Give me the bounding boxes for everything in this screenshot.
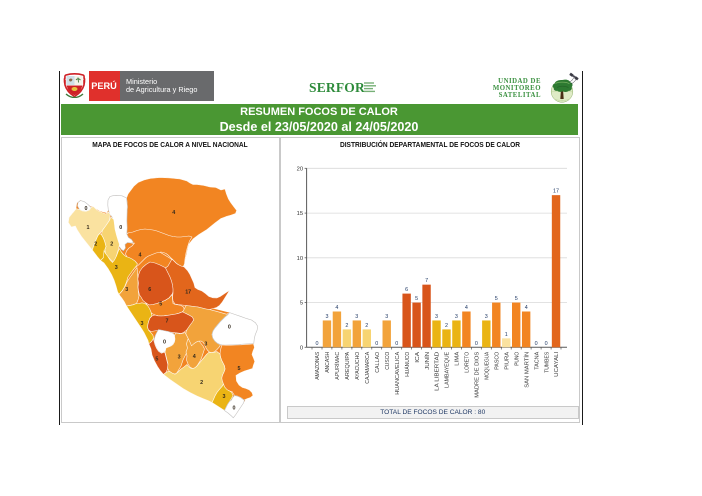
svg-text:TUMBES: TUMBES bbox=[544, 351, 550, 373]
svg-text:3: 3 bbox=[115, 265, 118, 271]
svg-text:3: 3 bbox=[178, 355, 181, 361]
svg-text:2: 2 bbox=[94, 242, 97, 248]
svg-text:3: 3 bbox=[125, 287, 128, 293]
svg-text:17: 17 bbox=[553, 189, 559, 195]
svg-text:4: 4 bbox=[465, 305, 468, 311]
svg-text:TACNA: TACNA bbox=[534, 351, 540, 370]
svg-text:2: 2 bbox=[345, 323, 348, 329]
svg-text:CALLAO: CALLAO bbox=[375, 352, 381, 373]
svg-text:0: 0 bbox=[163, 339, 166, 345]
svg-text:PIURA: PIURA bbox=[504, 351, 510, 370]
svg-text:CAJAMARCA: CAJAMARCA bbox=[365, 351, 371, 384]
svg-text:4: 4 bbox=[335, 305, 338, 311]
svg-text:ANCASH: ANCASH bbox=[325, 352, 331, 373]
svg-text:0: 0 bbox=[85, 206, 88, 212]
svg-text:0: 0 bbox=[300, 345, 303, 351]
svg-text:APURÍMAC: APURÍMAC bbox=[334, 352, 341, 380]
svg-text:0: 0 bbox=[475, 341, 478, 347]
svg-text:2: 2 bbox=[110, 242, 113, 248]
svg-text:PASCO: PASCO bbox=[495, 352, 501, 370]
svg-text:3: 3 bbox=[326, 314, 329, 320]
svg-text:5: 5 bbox=[300, 301, 303, 307]
svg-text:AREQUIPA: AREQUIPA bbox=[345, 351, 351, 380]
svg-text:5: 5 bbox=[155, 357, 158, 363]
svg-text:3: 3 bbox=[385, 314, 388, 320]
svg-text:7: 7 bbox=[166, 319, 169, 325]
svg-text:2: 2 bbox=[200, 380, 203, 386]
svg-text:0: 0 bbox=[375, 341, 378, 347]
svg-text:ICA: ICA bbox=[415, 351, 421, 363]
svg-text:15: 15 bbox=[297, 211, 303, 217]
svg-text:10: 10 bbox=[297, 256, 303, 262]
svg-text:5: 5 bbox=[238, 366, 241, 372]
svg-text:3: 3 bbox=[204, 342, 207, 348]
svg-text:3: 3 bbox=[455, 314, 458, 320]
svg-text:0: 0 bbox=[228, 324, 231, 330]
svg-text:1: 1 bbox=[87, 225, 90, 231]
svg-text:LA LIBERTAD: LA LIBERTAD bbox=[435, 351, 441, 390]
svg-text:0: 0 bbox=[316, 341, 319, 347]
svg-text:17: 17 bbox=[185, 290, 191, 296]
svg-text:0: 0 bbox=[119, 225, 122, 231]
svg-text:3: 3 bbox=[355, 314, 358, 320]
svg-text:3: 3 bbox=[435, 314, 438, 320]
svg-text:UCAYALI: UCAYALI bbox=[554, 352, 560, 377]
svg-text:AMAZONAS: AMAZONAS bbox=[315, 351, 321, 380]
svg-text:0: 0 bbox=[233, 406, 236, 412]
svg-text:5: 5 bbox=[159, 301, 162, 307]
svg-text:5: 5 bbox=[515, 296, 518, 302]
svg-text:6: 6 bbox=[148, 287, 151, 293]
svg-text:2: 2 bbox=[445, 323, 448, 329]
svg-text:4: 4 bbox=[172, 210, 175, 216]
svg-text:LIMA: LIMA bbox=[455, 351, 461, 366]
svg-text:AYACUCHO: AYACUCHO bbox=[355, 352, 361, 380]
svg-text:7: 7 bbox=[425, 278, 428, 284]
svg-text:JUNÍN: JUNÍN bbox=[424, 352, 431, 370]
svg-text:2: 2 bbox=[365, 323, 368, 329]
svg-text:3: 3 bbox=[485, 314, 488, 320]
svg-text:5: 5 bbox=[495, 296, 498, 302]
svg-text:3: 3 bbox=[141, 321, 144, 327]
svg-text:4: 4 bbox=[193, 354, 196, 360]
svg-text:PUNO: PUNO bbox=[514, 352, 520, 366]
svg-text:3: 3 bbox=[223, 394, 226, 400]
svg-text:4: 4 bbox=[525, 305, 528, 311]
svg-text:4: 4 bbox=[139, 253, 142, 259]
svg-text:MOQUEGUA: MOQUEGUA bbox=[485, 351, 491, 379]
svg-text:0: 0 bbox=[545, 341, 548, 347]
svg-text:MADRE DE DIOS: MADRE DE DIOS bbox=[475, 351, 481, 398]
svg-text:LAMBAYEQUE: LAMBAYEQUE bbox=[445, 351, 451, 388]
svg-text:20: 20 bbox=[297, 166, 303, 172]
svg-text:0: 0 bbox=[535, 341, 538, 347]
svg-text:6: 6 bbox=[405, 287, 408, 293]
svg-text:HUANCAVELICA: HUANCAVELICA bbox=[395, 351, 401, 395]
svg-text:SAN MARTÍN: SAN MARTÍN bbox=[523, 352, 530, 388]
svg-text:HUÁNUCO: HUÁNUCO bbox=[404, 352, 411, 377]
svg-text:1: 1 bbox=[505, 332, 508, 338]
svg-text:5: 5 bbox=[415, 296, 418, 302]
svg-text:0: 0 bbox=[395, 341, 398, 347]
svg-text:CUSCO: CUSCO bbox=[385, 352, 391, 370]
svg-text:LORETO: LORETO bbox=[465, 352, 471, 373]
